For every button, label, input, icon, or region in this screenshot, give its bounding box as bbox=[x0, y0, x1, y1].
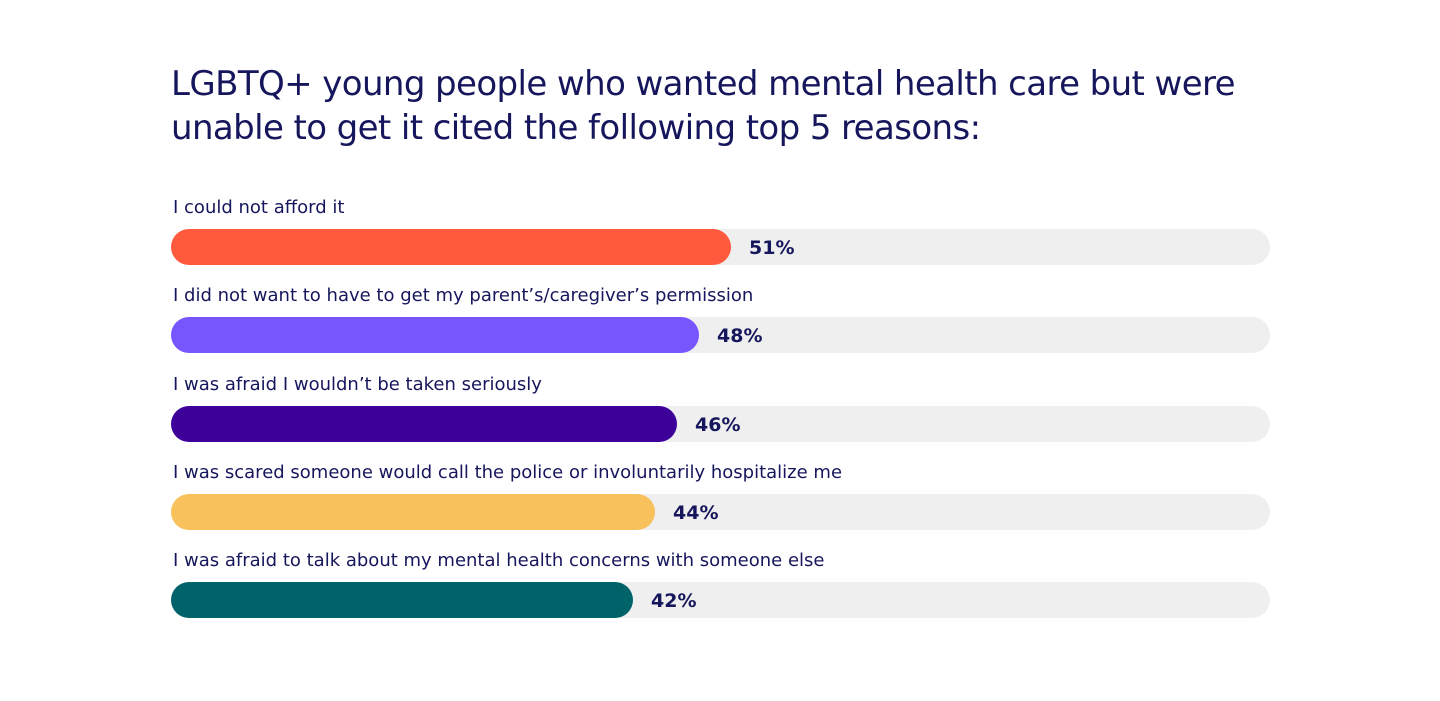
bar-value-label: 46% bbox=[695, 413, 741, 436]
bar-row: I did not want to have to get my parent’… bbox=[171, 278, 1271, 356]
bar-row: I was afraid to talk about my mental hea… bbox=[171, 543, 1271, 621]
bar-label: I could not afford it bbox=[173, 197, 345, 218]
chart: LGBTQ+ young people who wanted mental he… bbox=[171, 62, 1271, 619]
bar-row: I could not afford it 51% bbox=[171, 190, 1271, 268]
bar-track bbox=[171, 317, 1270, 354]
bar-value-label: 44% bbox=[673, 501, 719, 524]
bar bbox=[171, 582, 633, 619]
bar bbox=[171, 405, 677, 442]
bar bbox=[171, 493, 655, 530]
bar bbox=[171, 317, 699, 354]
chart-title: LGBTQ+ young people who wanted mental he… bbox=[171, 64, 1236, 148]
bar bbox=[171, 229, 731, 265]
bar-label: I was scared someone would call the poli… bbox=[173, 461, 843, 483]
bar-value-label: 42% bbox=[651, 590, 697, 613]
bar-value-label: 48% bbox=[717, 325, 763, 348]
bar-label: I was afraid I wouldn’t be taken serious… bbox=[173, 373, 542, 395]
bar-label: I was afraid to talk about my mental hea… bbox=[173, 550, 825, 572]
bar-track bbox=[171, 405, 1270, 442]
bar-track bbox=[171, 582, 1270, 619]
bar-row: I was scared someone would call the poli… bbox=[171, 455, 1271, 533]
bar-track bbox=[171, 229, 1270, 265]
bar-label: I did not want to have to get my parent’… bbox=[173, 285, 754, 307]
bar-value-label: 51% bbox=[749, 237, 795, 259]
bar-track bbox=[171, 493, 1270, 530]
bar-row: I was afraid I wouldn’t be taken serious… bbox=[171, 367, 1271, 445]
